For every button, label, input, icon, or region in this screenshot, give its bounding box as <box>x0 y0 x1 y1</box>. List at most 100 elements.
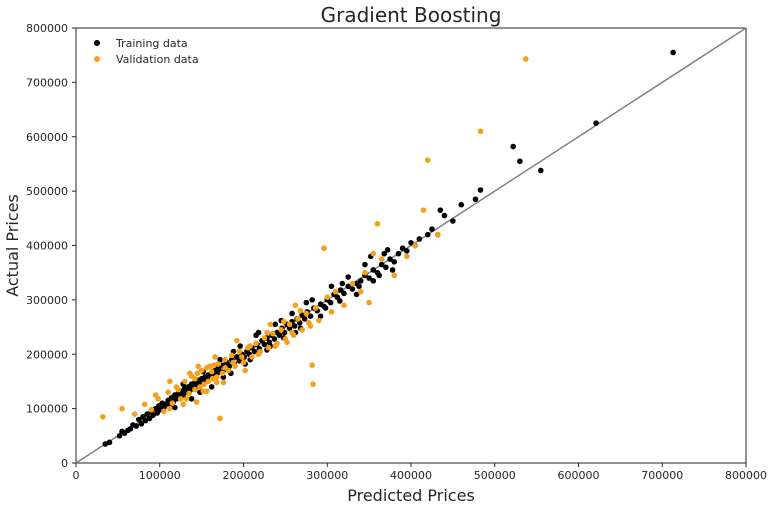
training-point <box>271 336 278 342</box>
training-point <box>408 239 414 246</box>
training-point <box>391 259 398 265</box>
validation-point <box>303 310 310 317</box>
training-point <box>387 256 393 262</box>
training-point <box>538 167 544 174</box>
training-point <box>322 305 329 311</box>
training-point <box>317 313 324 319</box>
training-point <box>309 297 315 303</box>
validation-point <box>213 374 220 380</box>
training-point <box>188 396 195 402</box>
validation-point <box>208 368 215 375</box>
validation-point <box>328 309 335 315</box>
validation-point <box>289 329 295 336</box>
x-tick-label: 800000 <box>725 469 767 482</box>
validation-point <box>131 411 138 417</box>
validation-point <box>198 367 205 374</box>
validation-point <box>175 386 181 393</box>
validation-point <box>284 339 290 346</box>
training-point <box>429 226 435 232</box>
validation-point <box>167 378 173 385</box>
y-tick-label: 0 <box>61 457 68 470</box>
validation-point <box>292 302 299 309</box>
validation-point <box>236 348 243 355</box>
training-point <box>399 245 406 252</box>
validation-point <box>310 381 316 387</box>
validation-point <box>219 370 226 377</box>
validation-point <box>378 256 385 262</box>
validation-point <box>182 378 188 385</box>
legend-marker-training <box>94 40 100 46</box>
training-point <box>366 275 372 281</box>
validation-point <box>186 390 192 397</box>
x-tick-label: 700000 <box>641 469 683 482</box>
validation-point <box>299 326 305 333</box>
validation-point <box>234 337 240 344</box>
validation-point <box>412 242 418 249</box>
training-point <box>144 411 150 417</box>
training-point <box>327 299 334 306</box>
validation-point <box>167 405 173 412</box>
x-tick-label: 300000 <box>306 469 348 482</box>
validation-point <box>366 299 372 306</box>
validation-point <box>180 401 186 408</box>
x-tick-label: 200000 <box>223 469 265 482</box>
validation-point <box>280 318 287 325</box>
training-point <box>404 248 410 254</box>
training-point <box>208 384 215 390</box>
training-point <box>370 267 377 273</box>
validation-point <box>239 354 245 360</box>
validation-point <box>424 157 431 163</box>
training-point <box>251 348 258 355</box>
training-point <box>389 267 396 273</box>
training-point <box>353 291 360 298</box>
x-tick-label: 100000 <box>139 469 181 482</box>
validation-point <box>192 375 198 382</box>
validation-point <box>192 386 198 393</box>
training-point <box>477 187 484 193</box>
training-point <box>510 143 516 150</box>
training-point <box>133 423 140 429</box>
validation-point <box>148 406 155 413</box>
training-point <box>150 412 156 418</box>
validation-point <box>349 280 356 287</box>
validation-series <box>100 56 529 422</box>
y-tick-label: 200000 <box>26 348 68 361</box>
validation-point <box>212 354 218 360</box>
validation-point <box>306 319 312 326</box>
x-tick-label: 500000 <box>474 469 516 482</box>
training-point <box>276 332 283 339</box>
training-point <box>337 298 343 304</box>
validation-point <box>195 363 202 370</box>
validation-point <box>211 362 217 368</box>
validation-point <box>312 305 319 311</box>
validation-point <box>183 396 190 402</box>
validation-point <box>100 413 106 420</box>
training-point <box>341 290 347 297</box>
validation-point <box>177 396 184 402</box>
training-point <box>370 278 377 284</box>
validation-point <box>201 381 207 387</box>
training-point <box>142 417 149 424</box>
training-point <box>339 280 346 287</box>
training-point <box>328 283 335 290</box>
training-point <box>593 120 599 126</box>
validation-point <box>255 351 262 358</box>
training-point <box>517 158 523 165</box>
validation-point <box>324 294 331 300</box>
ticks-layer: 0 100000 200000 300000 400000 500000 600000 700… <box>26 22 767 482</box>
validation-point <box>230 359 237 366</box>
validation-point <box>295 316 301 322</box>
training-point <box>383 264 389 271</box>
validation-point <box>141 401 148 408</box>
validation-point <box>267 321 274 328</box>
legend: Training data Validation data <box>94 37 199 66</box>
legend-marker-validation <box>94 56 100 62</box>
validation-point <box>253 340 259 347</box>
validation-point <box>477 128 484 135</box>
validation-point <box>420 207 427 213</box>
x-tick-label: 600000 <box>558 469 600 482</box>
training-point <box>362 261 368 268</box>
validation-point <box>265 344 272 351</box>
training-point <box>441 212 448 219</box>
validation-point <box>169 400 176 406</box>
